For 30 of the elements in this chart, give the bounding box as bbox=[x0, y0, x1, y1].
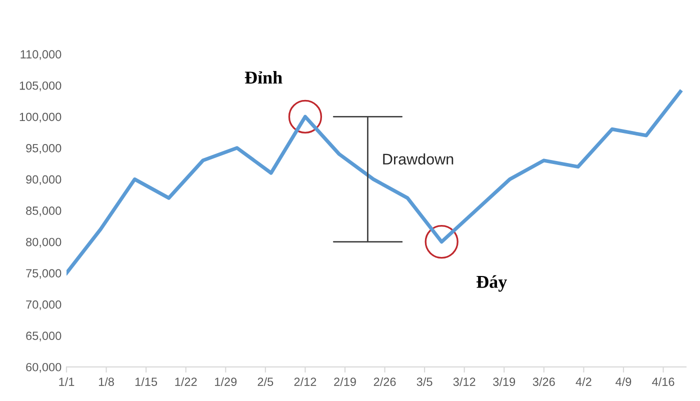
x-tick-label: 2/19 bbox=[334, 377, 356, 386]
y-tick-label: 70,000 bbox=[26, 300, 62, 310]
x-tick-label: 1/8 bbox=[98, 377, 114, 386]
y-tick-label: 110,000 bbox=[20, 50, 62, 60]
x-tick-label: 4/2 bbox=[576, 377, 592, 386]
y-tick-label: 105,000 bbox=[20, 81, 62, 92]
y-tick-label: 60,000 bbox=[26, 362, 62, 373]
x-tick-label: 1/22 bbox=[175, 377, 197, 386]
y-tick-label: 95,000 bbox=[26, 144, 62, 154]
y-tick-label: 75,000 bbox=[26, 269, 62, 279]
x-tick-label: 1/1 bbox=[59, 377, 74, 386]
y-tick-label: 65,000 bbox=[26, 332, 62, 342]
x-tick-label: 3/26 bbox=[532, 377, 555, 386]
annotation: Đỉnh bbox=[244, 71, 282, 84]
y-tick-label: 85,000 bbox=[26, 206, 62, 216]
annotation: Drawdown bbox=[383, 153, 454, 165]
x-tick-label: 4/16 bbox=[652, 377, 674, 386]
x-tick-label: 1/29 bbox=[215, 377, 237, 386]
y-tick-label: 80,000 bbox=[26, 238, 62, 248]
x-tick-label: 1/15 bbox=[135, 377, 158, 386]
x-tick-label: 3/5 bbox=[416, 377, 432, 386]
x-tick-label: 3/12 bbox=[453, 377, 476, 386]
x-tick-label: 2/5 bbox=[258, 377, 274, 386]
x-tick-label: 3/19 bbox=[493, 377, 516, 386]
x-tick-label: 4/9 bbox=[616, 377, 632, 386]
annotation: Đáy bbox=[476, 275, 507, 292]
x-tick-label: 2/26 bbox=[374, 377, 396, 386]
x-tick-label: 2/12 bbox=[294, 377, 316, 386]
y-tick-label: 100,000 bbox=[20, 112, 62, 122]
y-tick-label: 90,000 bbox=[26, 175, 62, 186]
